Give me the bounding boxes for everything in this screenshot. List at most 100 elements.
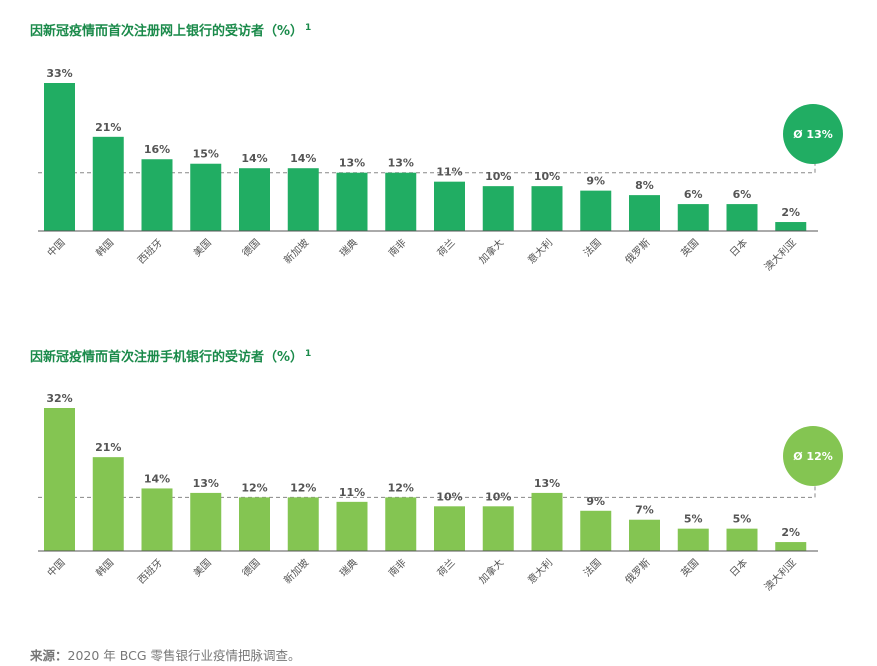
bar <box>482 186 514 231</box>
bar <box>580 190 612 231</box>
bar <box>141 159 173 231</box>
value-label: 10% <box>534 170 560 183</box>
value-label: 12% <box>241 481 267 494</box>
value-label: 2% <box>781 526 800 539</box>
category-label: 韩国 <box>93 556 116 579</box>
value-label: 2% <box>781 206 800 219</box>
value-label: 8% <box>635 179 654 192</box>
source-label: 来源： <box>30 648 68 663</box>
category-label: 西班牙 <box>135 237 165 267</box>
bar <box>190 163 222 231</box>
category-label: 瑞典 <box>337 556 360 579</box>
average-badge <box>783 104 843 164</box>
value-label: 9% <box>586 495 605 508</box>
category-label: 澳大利亚 <box>761 236 798 273</box>
category-label: 意大利 <box>525 556 555 586</box>
average-label: Ø 13% <box>793 128 833 141</box>
bar <box>629 195 660 231</box>
category-label: 法国 <box>581 236 604 259</box>
category-label: 美国 <box>191 236 214 259</box>
value-label: 11% <box>436 166 462 179</box>
category-label: 新加坡 <box>281 556 311 586</box>
value-label: 21% <box>95 121 121 134</box>
source-text: 2020 年 BCG 零售银行业疫情把脉调查。 <box>67 648 301 663</box>
category-label: 日本 <box>727 556 750 579</box>
bar <box>775 542 807 551</box>
bar <box>726 528 758 551</box>
value-label: 13% <box>388 157 414 170</box>
bar <box>580 510 612 551</box>
bar <box>677 204 709 231</box>
chart-1-footnote-mark: 1 <box>305 23 312 33</box>
value-label: 9% <box>586 175 605 188</box>
value-label: 21% <box>95 441 121 454</box>
category-label: 美国 <box>191 556 214 579</box>
bar <box>726 204 758 231</box>
category-label: 澳大利亚 <box>761 556 798 593</box>
bar <box>287 168 319 231</box>
category-label: 瑞典 <box>337 236 360 259</box>
value-label: 10% <box>485 170 511 183</box>
category-label: 西班牙 <box>135 557 165 587</box>
category-label: 加拿大 <box>476 556 506 586</box>
category-label: 英国 <box>678 236 701 259</box>
category-label: 英国 <box>678 556 701 579</box>
category-label: 德国 <box>239 556 262 579</box>
chart-2-title: 因新冠疫情而首次注册手机银行的受访者（%） 1 <box>30 349 312 365</box>
category-label: 南非 <box>386 236 409 259</box>
bar <box>92 457 124 551</box>
value-label: 13% <box>534 477 560 490</box>
category-label: 中国 <box>44 236 67 259</box>
bar <box>44 83 75 231</box>
chart-2-footnote-mark: 1 <box>305 349 312 359</box>
value-label: 6% <box>733 188 752 201</box>
bar <box>92 136 124 231</box>
value-label: 15% <box>193 148 219 161</box>
chart-1-title: 因新冠疫情而首次注册网上银行的受访者（%） 1 <box>30 23 312 39</box>
category-label: 法国 <box>581 556 604 579</box>
value-label: 16% <box>144 143 170 156</box>
bar <box>677 528 709 551</box>
source-note: 来源：2020 年 BCG 零售银行业疫情把脉调查。 <box>30 645 301 664</box>
bar <box>239 497 270 551</box>
category-label: 荷兰 <box>434 556 457 579</box>
bar <box>482 506 514 551</box>
bar <box>287 497 319 551</box>
bar <box>434 181 465 231</box>
category-label: 俄罗斯 <box>622 556 652 586</box>
category-label: 南非 <box>386 556 409 579</box>
category-label: 德国 <box>239 236 262 259</box>
value-label: 7% <box>635 504 654 517</box>
value-label: 5% <box>684 513 703 526</box>
value-label: 10% <box>485 490 511 503</box>
bar <box>775 222 807 231</box>
category-label: 新加坡 <box>281 236 311 266</box>
bar <box>385 497 417 551</box>
bar <box>385 172 417 231</box>
category-label: 日本 <box>727 236 750 259</box>
bar <box>434 506 465 551</box>
value-label: 14% <box>241 152 267 165</box>
value-label: 13% <box>193 477 219 490</box>
average-label: Ø 12% <box>793 450 833 463</box>
bar <box>44 408 75 551</box>
value-label: 14% <box>144 472 170 485</box>
category-label: 韩国 <box>93 236 116 259</box>
value-label: 11% <box>339 486 365 499</box>
value-label: 33% <box>46 67 72 80</box>
value-label: 12% <box>388 481 414 494</box>
bar <box>190 492 222 551</box>
value-label: 14% <box>290 152 316 165</box>
bar <box>336 501 368 551</box>
chart-1-online-banking: 33% 中国 21% 韩国 16% 西班牙 15% 美国 14% 德国 14% 新加坡 13% 瑞典 13%… <box>38 67 843 273</box>
bar <box>531 186 563 231</box>
category-label: 荷兰 <box>434 236 457 259</box>
value-label: 32% <box>46 392 72 405</box>
average-badge <box>783 426 843 486</box>
bar <box>629 519 660 551</box>
bar <box>531 492 563 551</box>
category-label: 加拿大 <box>476 236 506 266</box>
chart-2-mobile-banking: 32% 中国 21% 韩国 14% 西班牙 13% 美国 12% 德国 12% 新加坡 11% 瑞典 12%… <box>38 392 843 593</box>
value-label: 10% <box>436 490 462 503</box>
bar <box>336 172 368 231</box>
